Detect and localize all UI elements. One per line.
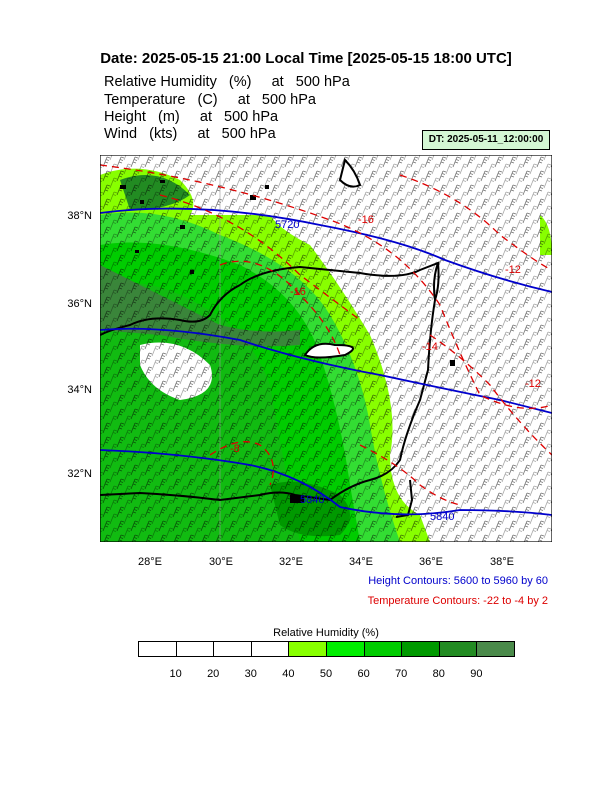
colorbar-cell (175, 641, 215, 657)
lat-label: 34°N (67, 384, 92, 396)
colorbar-label: 50 (319, 668, 333, 680)
colorbar-label: 60 (357, 668, 370, 680)
temp-label: -12 (525, 378, 541, 390)
height-label: 5840 (430, 511, 454, 523)
temperature-contour-legend: Temperature Contours: -22 to -4 by 2 (367, 595, 548, 607)
temp-label: -12 (505, 264, 521, 276)
height-contour-legend: Height Contours: 5600 to 5960 by 60 (368, 575, 548, 587)
variable-line-height: Height (m) at 500 hPa (104, 109, 279, 125)
colorbar-cell (288, 641, 327, 657)
colorbar-label: 90 (470, 668, 483, 680)
colorbar-cell (250, 641, 290, 657)
temperature-contours (100, 164, 552, 506)
colorbar-label: 30 (244, 668, 257, 680)
colorbar-label: 20 (207, 668, 220, 680)
colorbar-label: 40 (282, 668, 295, 680)
lon-label: 30°E (209, 556, 233, 568)
temp-label: -8 (230, 443, 240, 455)
colorbar-cell (326, 641, 365, 657)
page-title: Date: 2025-05-15 21:00 Local Time [2025-… (100, 50, 512, 67)
colorbar-cell (476, 641, 515, 657)
temp-label: -16 (358, 214, 374, 226)
colorbar-cell (138, 641, 177, 657)
colorbar-cell (213, 641, 252, 657)
colorbar-title: Relative Humidity (%) (273, 627, 379, 639)
weather-map: 5720 5840 5840 -16 -12 -16 -14 -12 -8 (100, 155, 552, 542)
lon-label: 32°E (279, 556, 303, 568)
colorbar-label: 70 (395, 668, 408, 680)
height-contours (100, 207, 552, 516)
colorbar-cell (363, 641, 403, 657)
colorbar-label: 80 (432, 668, 445, 680)
temp-label: -14 (422, 341, 438, 353)
lat-label: 38°N (67, 210, 92, 222)
islands (120, 180, 455, 503)
colorbar-cell (438, 641, 478, 657)
lat-label: 36°N (67, 298, 92, 310)
lon-label: 36°E (419, 556, 443, 568)
colorbar-label: 10 (169, 668, 182, 680)
variable-line-wind: Wind (kts) at 500 hPa (104, 126, 276, 142)
temp-label: -16 (290, 286, 306, 298)
height-label: 5720 (275, 219, 299, 231)
lon-label: 28°E (138, 556, 162, 568)
variable-line-rh: Relative Humidity (%) at 500 hPa (104, 74, 350, 90)
dt-badge: DT: 2025-05-11_12:00:00 (422, 130, 550, 150)
lon-label: 38°E (490, 556, 514, 568)
coastline (100, 158, 440, 518)
colorbar-cell (401, 641, 440, 657)
height-label: 5840 (300, 494, 324, 506)
lat-label: 32°N (67, 468, 92, 480)
variable-line-temperature: Temperature (C) at 500 hPa (104, 92, 316, 108)
lon-label: 34°E (349, 556, 373, 568)
